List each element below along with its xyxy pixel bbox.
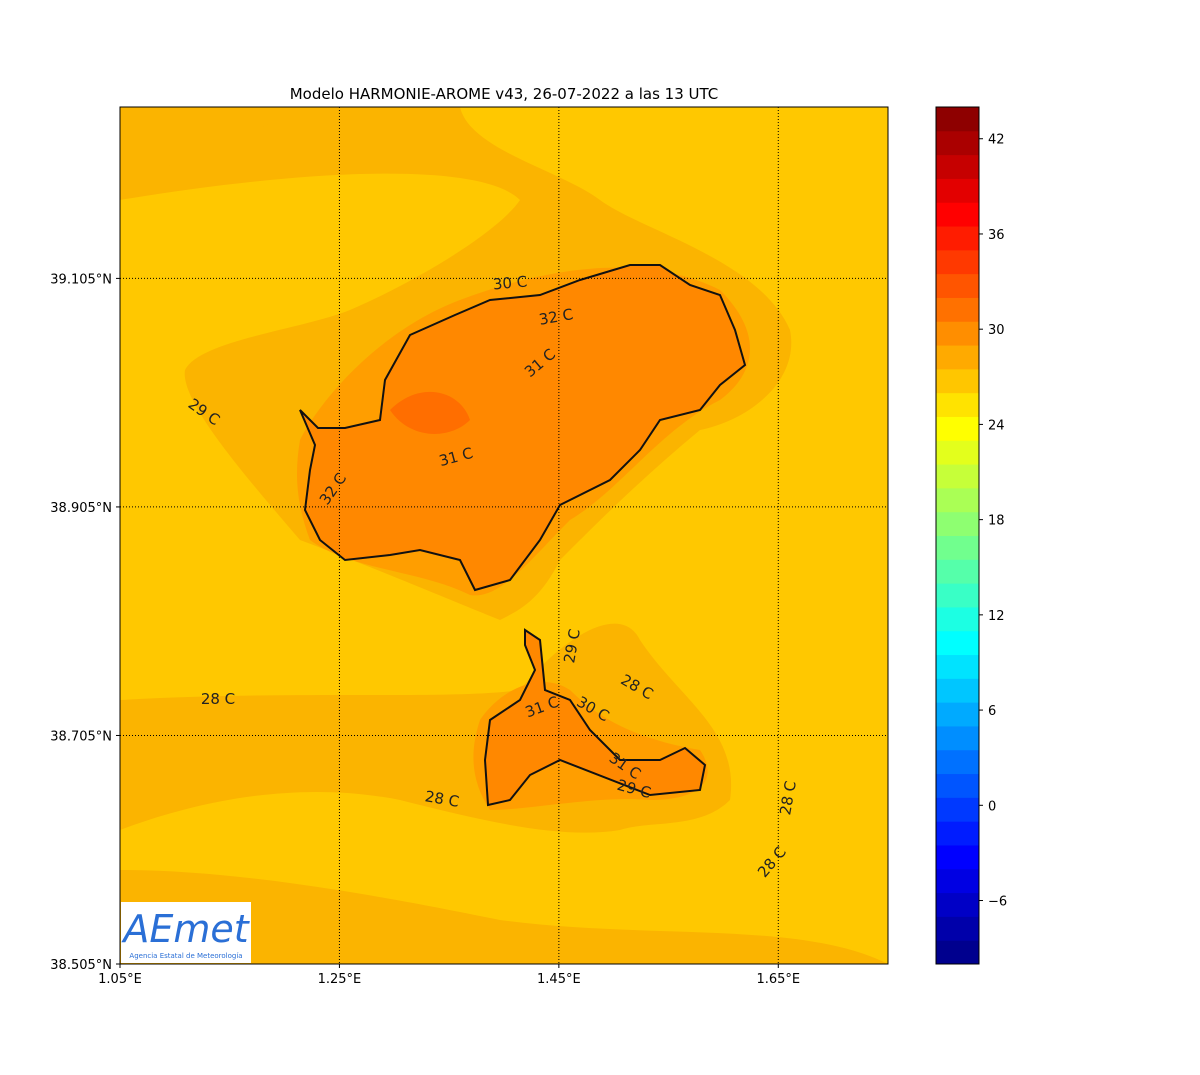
colorbar-band: [936, 345, 979, 370]
colorbar-band: [936, 273, 979, 298]
colorbar-tick-label: 24: [988, 418, 1005, 433]
colorbar-tick-label: −6: [988, 895, 1007, 910]
colorbar-band: [936, 654, 979, 679]
colorbar-band: [936, 606, 979, 632]
colorbar-band: [936, 678, 979, 703]
colorbar-band: [936, 821, 979, 846]
contour-label: 30 C: [492, 273, 528, 294]
x-tick-label: 1.65°E: [756, 972, 800, 987]
colorbar-band: [936, 868, 979, 894]
colorbar-band: [936, 940, 979, 965]
y-tick-label: 38.905°N: [50, 501, 112, 516]
colorbar-band: [936, 487, 979, 513]
colorbar-tick-label: 36: [988, 228, 1005, 243]
colorbar-band: [936, 440, 979, 465]
colorbar-band: [936, 583, 979, 608]
colorbar-band: [936, 297, 979, 322]
colorbar-band: [936, 226, 979, 251]
x-tick-label: 1.45°E: [537, 972, 581, 987]
logo: AEmet Agencia Estatal de Meteorología: [120, 902, 251, 963]
contour-label: 32 C: [538, 305, 575, 329]
map-title: Modelo HARMONIE-AROME v43, 26-07-2022 a …: [290, 85, 719, 103]
contour-label: 28 C: [776, 780, 800, 817]
map-area: [120, 107, 888, 964]
colorbar-band: [936, 249, 979, 275]
region-32: [390, 391, 470, 434]
colorbar-band: [936, 511, 979, 536]
formentera-island: [483, 628, 707, 807]
ibiza-island: [299, 264, 747, 592]
colorbar-tick-label: 42: [988, 133, 1005, 148]
colorbar-band: [936, 368, 979, 394]
colorbar-band: [936, 844, 979, 870]
x-tick-label: 1.25°E: [318, 972, 362, 987]
region-29: [120, 870, 888, 964]
y-tick-label: 39.105°N: [50, 272, 112, 287]
colorbar-band: [936, 916, 979, 941]
colorbar-band: [936, 702, 979, 727]
colorbar-band: [936, 392, 979, 417]
contour-label: 29 C: [560, 628, 584, 665]
y-tick-label: 38.705°N: [50, 729, 112, 744]
colorbar-tick-label: 0: [988, 799, 996, 814]
logo-subtitle: Agencia Estatal de Meteorología: [129, 952, 242, 960]
colorbar-band: [936, 725, 979, 751]
colorbar-band: [936, 559, 979, 584]
logo-name: AEmet: [120, 907, 250, 951]
colorbar-tick-label: 6: [988, 704, 996, 719]
colorbar-band: [936, 178, 979, 203]
region-29: [120, 107, 300, 180]
contour-label: 28 C: [424, 787, 461, 811]
colorbar-band: [936, 416, 979, 441]
colorbar-frame: [935, 106, 980, 965]
contour-label: 28 C: [201, 690, 235, 708]
colorbar-band: [936, 464, 979, 489]
colorbar-band: [936, 321, 979, 346]
colorbar-band: [936, 630, 979, 656]
colorbar-band: [936, 797, 979, 822]
colorbar-band: [936, 892, 979, 917]
colorbar-band: [936, 154, 979, 179]
x-tick-label: 1.05°E: [98, 972, 142, 987]
colorbar-band: [936, 107, 979, 132]
colorbar-tick-label: 30: [988, 323, 1005, 338]
y-tick-label: 38.505°N: [50, 958, 112, 973]
colorbar-band: [936, 773, 979, 798]
colorbar-band: [936, 202, 979, 227]
colorbar-tick-label: 18: [988, 514, 1005, 529]
colorbar-band: [936, 749, 979, 775]
colorbar-band: [936, 535, 979, 560]
colorbar-tick-label: 12: [988, 609, 1005, 624]
logo-box: [121, 902, 251, 963]
colorbar-band: [936, 130, 979, 156]
